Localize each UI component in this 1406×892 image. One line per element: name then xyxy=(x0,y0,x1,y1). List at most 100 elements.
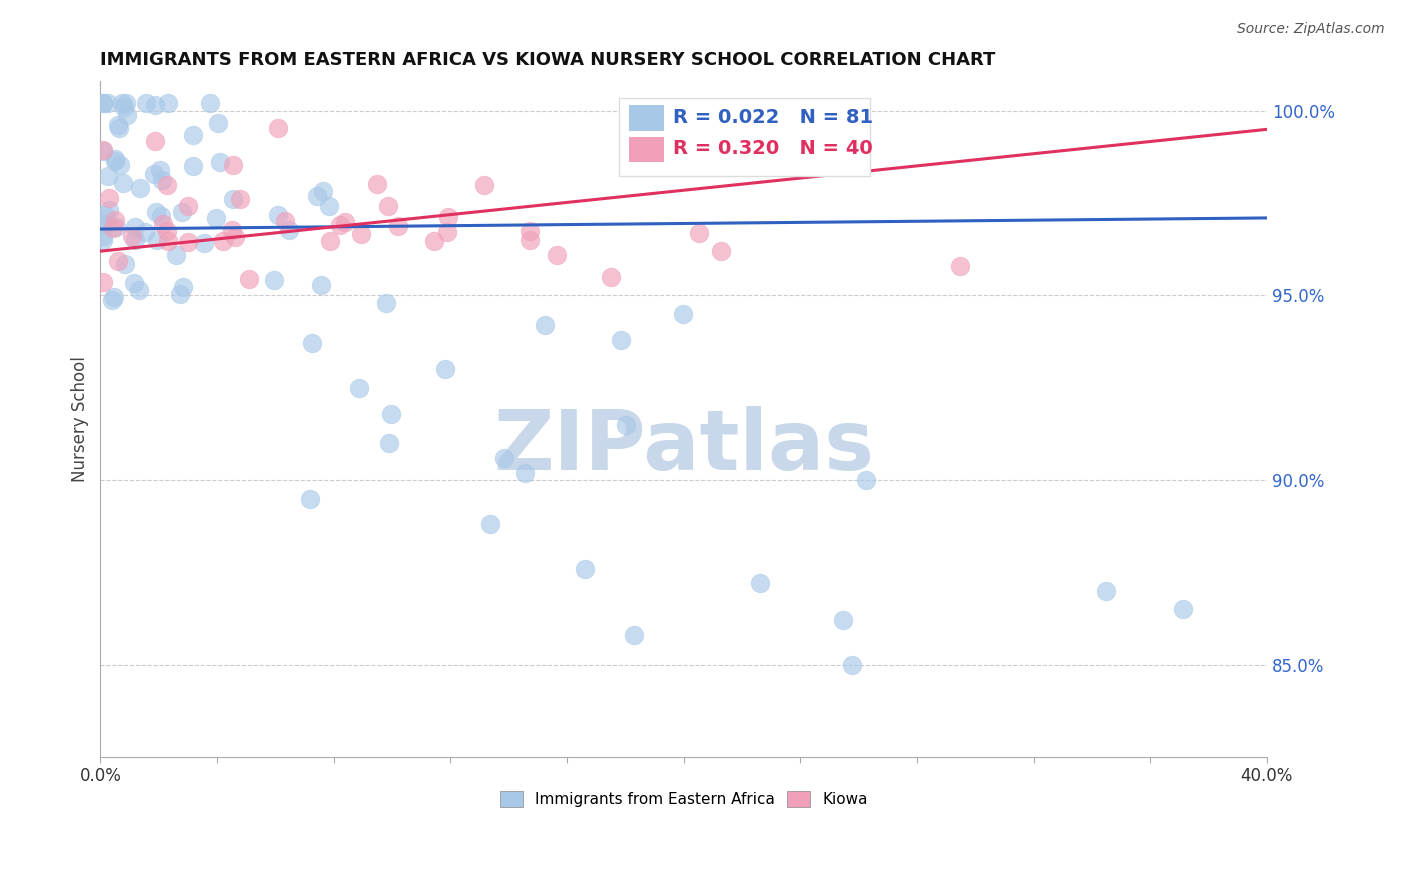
Point xyxy=(378,436,401,450)
Point xyxy=(115,108,138,122)
Point xyxy=(108,158,131,172)
Point xyxy=(841,657,863,672)
Point xyxy=(610,333,633,347)
Point xyxy=(181,128,204,143)
Text: Source: ZipAtlas.com: Source: ZipAtlas.com xyxy=(1237,22,1385,37)
Point xyxy=(143,98,166,112)
Point xyxy=(124,233,146,247)
Point xyxy=(112,100,135,114)
Point xyxy=(472,178,495,192)
Point xyxy=(515,466,537,480)
Point xyxy=(128,181,150,195)
Point xyxy=(546,248,568,262)
Point xyxy=(91,276,114,290)
Point xyxy=(156,178,179,193)
Point xyxy=(150,173,173,187)
Point xyxy=(380,407,402,421)
Point xyxy=(948,259,970,273)
Point xyxy=(614,417,637,432)
Point xyxy=(387,219,409,234)
Point xyxy=(104,153,127,168)
Point xyxy=(156,224,179,238)
Point xyxy=(831,613,853,627)
Point xyxy=(311,278,333,293)
Point xyxy=(267,121,290,136)
Point xyxy=(146,233,169,247)
Point xyxy=(103,290,125,304)
Point xyxy=(312,184,335,198)
Point xyxy=(135,96,157,111)
Point xyxy=(193,236,215,251)
Point xyxy=(274,214,297,228)
Point xyxy=(134,225,156,239)
Point xyxy=(437,211,460,225)
Point xyxy=(97,169,120,183)
Point xyxy=(91,96,114,111)
Text: R = 0.320   N = 40: R = 0.320 N = 40 xyxy=(673,139,873,159)
Point xyxy=(157,234,180,248)
Point xyxy=(433,362,456,376)
Point xyxy=(224,230,246,244)
Point xyxy=(98,190,121,204)
Point xyxy=(347,381,370,395)
Point xyxy=(377,199,399,213)
Point xyxy=(170,204,193,219)
Point xyxy=(267,208,290,222)
Point xyxy=(111,176,134,190)
Point xyxy=(672,307,695,321)
Point xyxy=(101,221,124,235)
Point xyxy=(318,199,340,213)
Point xyxy=(534,318,557,332)
Point xyxy=(298,491,321,506)
Point xyxy=(319,235,342,249)
Point xyxy=(128,283,150,297)
Point xyxy=(104,152,127,166)
Point xyxy=(221,158,243,172)
Point xyxy=(278,223,301,237)
Point xyxy=(574,562,596,576)
Point xyxy=(1095,583,1118,598)
Point xyxy=(115,96,138,111)
Point xyxy=(124,219,146,234)
Point xyxy=(519,224,541,238)
Point xyxy=(142,167,165,181)
Point xyxy=(710,244,733,259)
Point xyxy=(436,225,458,239)
Point xyxy=(623,628,645,642)
Point xyxy=(204,211,226,226)
Point xyxy=(169,287,191,301)
Point xyxy=(111,96,134,111)
Point xyxy=(492,450,515,465)
Point xyxy=(93,217,115,231)
Point xyxy=(229,193,252,207)
Bar xyxy=(628,105,664,130)
Point xyxy=(366,177,388,191)
Legend: Immigrants from Eastern Africa, Kiowa: Immigrants from Eastern Africa, Kiowa xyxy=(494,785,873,814)
Point xyxy=(688,226,710,240)
Point xyxy=(181,159,204,173)
Point xyxy=(114,257,136,271)
Point xyxy=(212,234,235,248)
Point xyxy=(152,217,174,231)
Text: IMMIGRANTS FROM EASTERN AFRICA VS KIOWA NURSERY SCHOOL CORRELATION CHART: IMMIGRANTS FROM EASTERN AFRICA VS KIOWA … xyxy=(100,51,995,69)
Point xyxy=(238,272,260,286)
Point xyxy=(172,279,194,293)
Point xyxy=(221,223,243,237)
Point xyxy=(91,233,114,247)
Point xyxy=(93,228,115,243)
Point xyxy=(479,517,502,532)
Point xyxy=(157,96,180,111)
Point xyxy=(104,219,127,234)
Point xyxy=(107,254,129,268)
Point xyxy=(121,229,143,244)
Point xyxy=(305,189,328,203)
Point xyxy=(855,473,877,487)
Point xyxy=(600,270,623,285)
Point xyxy=(209,154,232,169)
Point xyxy=(107,118,129,132)
Point xyxy=(207,116,229,130)
FancyBboxPatch shape xyxy=(620,98,870,176)
Point xyxy=(91,96,114,111)
Bar xyxy=(628,136,664,162)
Point xyxy=(301,336,323,351)
